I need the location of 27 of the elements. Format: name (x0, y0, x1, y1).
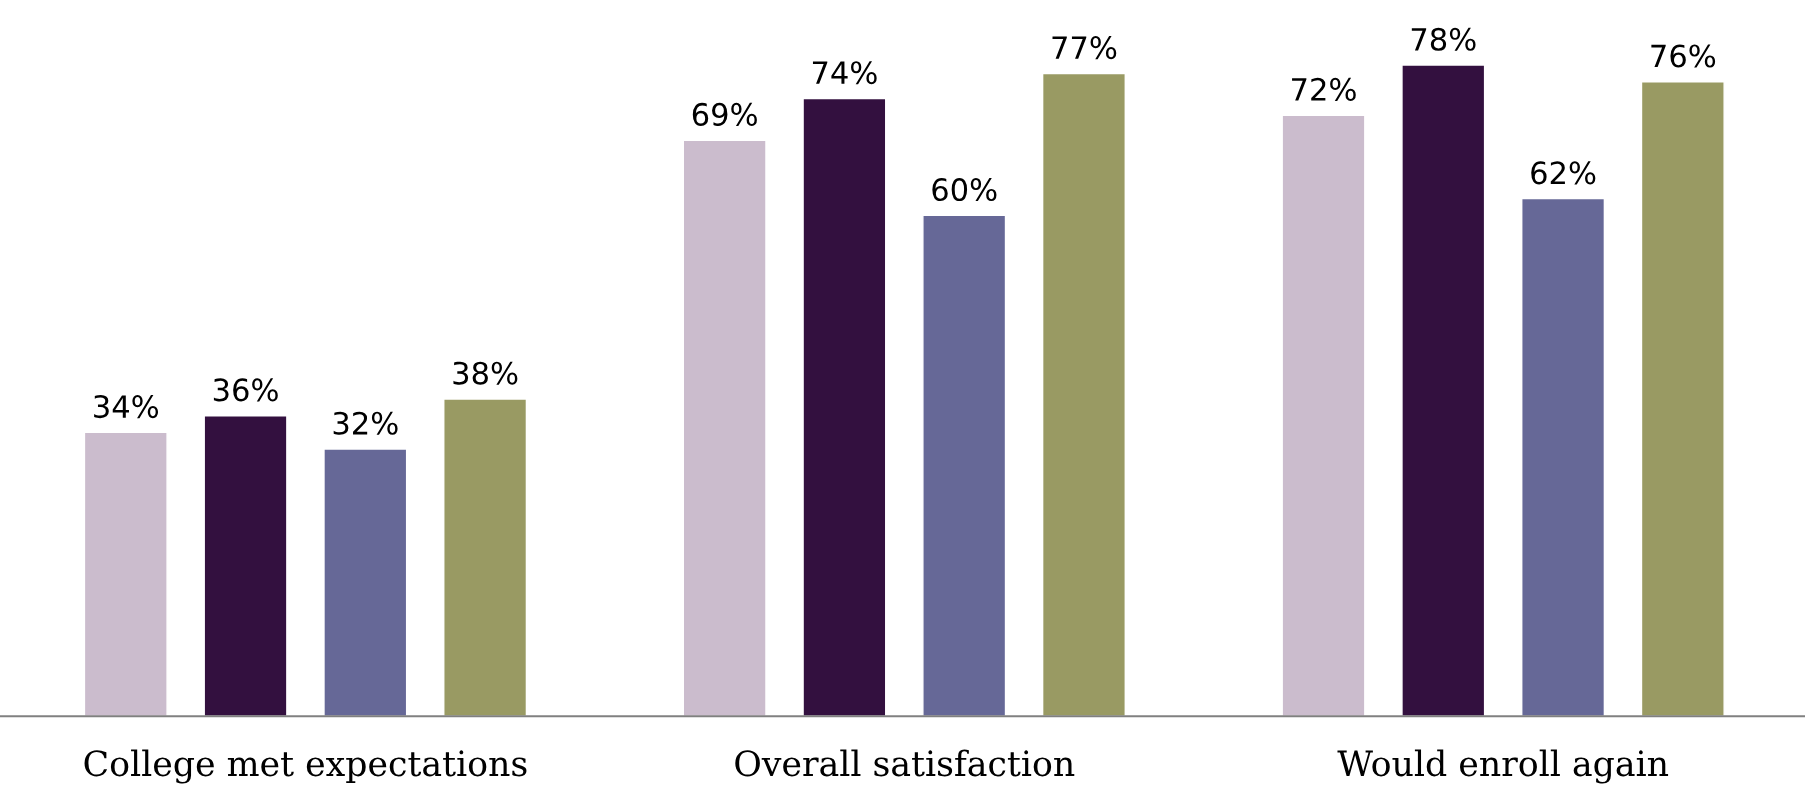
data-label: 74% (812, 61, 877, 85)
bar (1041, 72, 1126, 717)
data-label: 38% (453, 361, 518, 385)
bar (1401, 64, 1486, 717)
x-tick-label: Overall satisfaction (735, 749, 1075, 777)
bar (1281, 114, 1366, 717)
x-tick-label: College met expectations (84, 749, 527, 784)
bar (203, 414, 288, 717)
x-tick-label: Would enroll again (1337, 749, 1669, 784)
data-label: 36% (213, 378, 278, 402)
data-label: 34% (94, 395, 159, 419)
bar (83, 431, 168, 717)
data-label: 77% (1052, 36, 1117, 60)
data-label: 78% (1411, 27, 1476, 51)
bar (443, 398, 528, 717)
bar (323, 448, 408, 717)
data-label: 62% (1531, 161, 1596, 185)
bar (682, 139, 767, 717)
bar (922, 214, 1007, 717)
bar (1521, 197, 1606, 717)
data-label: 60% (932, 177, 997, 202)
data-label: 72% (1292, 77, 1356, 101)
data-label: 32% (333, 411, 398, 435)
data-label: 76% (1651, 44, 1716, 68)
bar (1640, 81, 1725, 717)
data-label: 69% (692, 102, 757, 126)
bar (802, 97, 887, 717)
